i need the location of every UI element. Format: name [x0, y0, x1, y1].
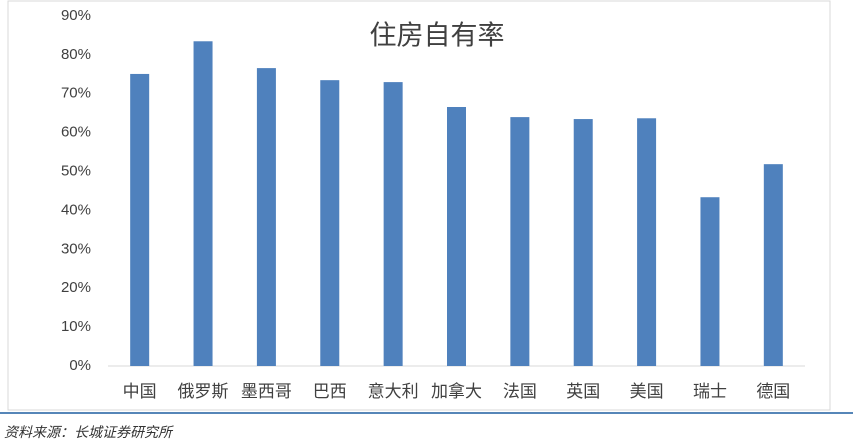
x-tick-label: 瑞士: [693, 382, 727, 402]
y-tick-label: 50%: [61, 163, 91, 180]
y-tick-label: 80%: [61, 46, 91, 63]
bar: [637, 118, 657, 367]
y-tick-label: 70%: [61, 85, 91, 102]
x-tick-label: 巴西: [313, 382, 347, 402]
x-tick-label: 英国: [566, 382, 600, 402]
bar: [447, 107, 466, 366]
y-tick-label: 90%: [61, 7, 91, 24]
x-tick-label: 俄罗斯: [178, 382, 229, 402]
bar: [510, 117, 530, 366]
x-tick-label: 德国: [756, 382, 790, 402]
y-tick-label: 40%: [61, 201, 91, 218]
bar: [573, 119, 593, 366]
x-tick-label: 墨西哥: [241, 382, 292, 402]
y-tick-label: 20%: [61, 279, 91, 296]
x-tick-label: 意大利: [368, 382, 419, 402]
bar: [193, 41, 213, 367]
bar: [383, 82, 403, 366]
bar: [763, 164, 783, 366]
bar: [256, 68, 276, 366]
x-tick-label: 美国: [630, 382, 664, 402]
chart-title: 住房自有率: [370, 21, 505, 52]
source-note: 资料来源：长城证券研究所: [4, 425, 174, 441]
y-tick-label: 60%: [61, 124, 91, 141]
bar: [320, 80, 340, 367]
x-tick-label: 法国: [503, 382, 537, 402]
y-tick-label: 0%: [69, 357, 91, 374]
x-tick-label: 中国: [123, 382, 157, 402]
bar: [130, 73, 150, 366]
y-tick-label: 10%: [61, 318, 91, 335]
y-tick-label: 30%: [61, 240, 91, 257]
x-tick-label: 加拿大: [431, 381, 482, 402]
bar: [700, 197, 720, 366]
